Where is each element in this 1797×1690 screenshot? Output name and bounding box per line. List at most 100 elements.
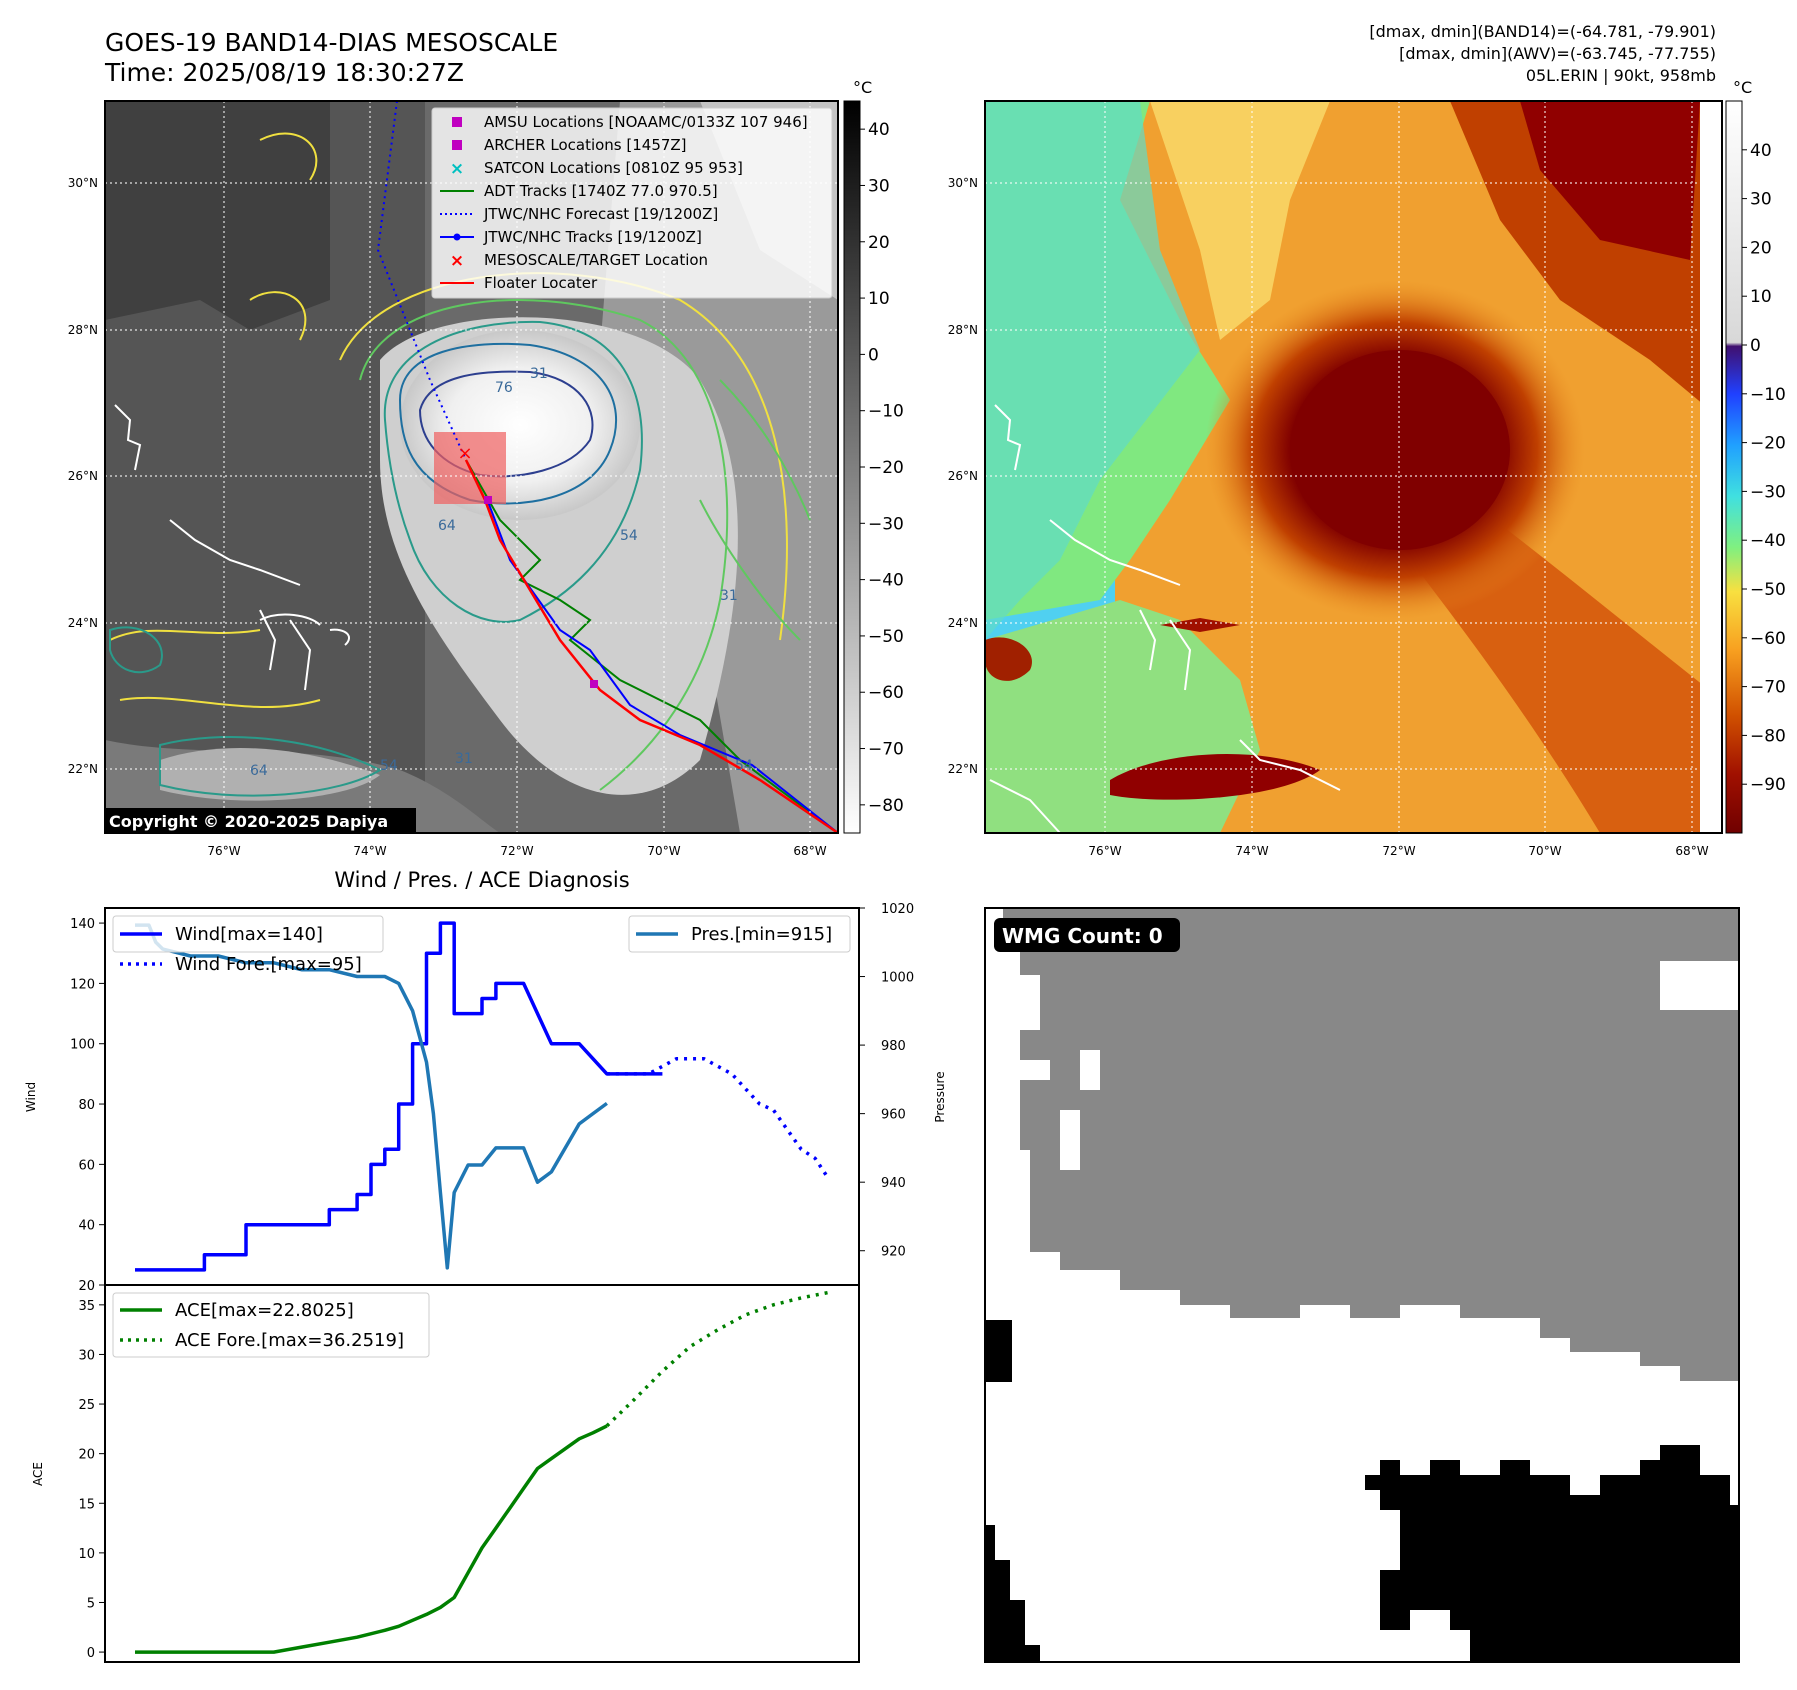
pressure-tick-label: 960 xyxy=(881,1108,906,1123)
lat-label: 28°N xyxy=(948,323,978,337)
ace-chart: 0 5 10 15 20 25 30 35 ACE ACE[max=22.8025] ACE … xyxy=(31,1284,860,1663)
color-colorbar-unit: °C xyxy=(1733,78,1752,97)
colorbar-tick-label: 20 xyxy=(1750,238,1772,258)
legend-entry-label: AMSU Locations [NOAAMC/0133Z 107 946] xyxy=(484,113,808,131)
colorbar-tick-label: 20 xyxy=(868,233,890,253)
wind-tick-label: 120 xyxy=(70,977,95,992)
ace-tick-label: 25 xyxy=(78,1398,95,1413)
ace-tick-label: 30 xyxy=(78,1348,95,1363)
legend-ace-forecast: ACE Fore.[max=36.2519] xyxy=(175,1330,404,1351)
ir-color-imagery xyxy=(985,101,1722,833)
contour-label: 76 xyxy=(495,380,513,396)
legend-wind-forecast: Wind Fore.[max=95] xyxy=(175,954,362,975)
contour-label: 31 xyxy=(720,588,738,604)
lat-label: 24°N xyxy=(68,616,98,630)
wind-tick-label: 20 xyxy=(78,1279,95,1294)
wind-tick-label: 140 xyxy=(70,917,95,932)
pressure-axis-label: Pressure xyxy=(933,1071,947,1122)
legend-marker-x: × xyxy=(450,159,464,179)
ace-tick-label: 35 xyxy=(78,1299,95,1314)
wind-legend: Wind[max=140] Wind Fore.[max=95] xyxy=(112,915,384,975)
ace-tick-label: 20 xyxy=(78,1448,95,1463)
legend-marker-dot xyxy=(453,233,461,241)
wind-forecast-line xyxy=(606,1057,831,1181)
lat-label: 28°N xyxy=(68,323,98,337)
colorbar-tick-label: 30 xyxy=(868,176,890,196)
colorbar-tick-label: −60 xyxy=(868,683,904,703)
gray-colorbar: °C 40 30 20 10 0 −10 −20 −30 −40 −50 −60 −70 −80 xyxy=(843,78,904,834)
pressure-line xyxy=(135,923,608,1270)
ace-tick-label: 5 xyxy=(87,1596,95,1611)
ace-line xyxy=(135,1424,608,1654)
color-colorbar: °C 40 30 20 10 0 −10 −20 −30 −40 −50 −60 −70 −80 −90 xyxy=(1725,78,1786,834)
colorbar-tick-label: 10 xyxy=(868,289,890,309)
legend-marker-square xyxy=(452,140,462,150)
contour-label: 64 xyxy=(438,518,456,534)
gray-colorbar-unit: °C xyxy=(853,78,872,97)
lon-label: 76°W xyxy=(1088,844,1121,858)
pressure-tick-label: 980 xyxy=(881,1039,906,1054)
wmg-panel: WMG Count: 0 xyxy=(984,907,1740,1663)
lat-label: 30°N xyxy=(68,176,98,190)
colorbar-tick-label: −80 xyxy=(1750,726,1786,746)
target-marker: × xyxy=(457,443,472,464)
ir-gray-map: × 76 64 54 31 64 xyxy=(68,100,839,858)
legend-pressure: Pres.[min=915] xyxy=(691,924,832,945)
legend-marker-square xyxy=(452,117,462,127)
contour-label: 31 xyxy=(530,366,548,382)
colorbar-tick-label: −20 xyxy=(868,458,904,478)
legend-entry-label: JTWC/NHC Forecast [19/1200Z] xyxy=(483,205,718,223)
colorbar-tick-label: 40 xyxy=(868,120,890,140)
colorbar-tick-label: −10 xyxy=(1750,385,1786,405)
ace-forecast-line xyxy=(605,1290,830,1428)
colorbar-tick-label: 0 xyxy=(1750,336,1761,356)
colorbar-tick-label: 10 xyxy=(1750,287,1772,307)
wind-tick-label: 60 xyxy=(78,1158,95,1173)
contour-label: 31 xyxy=(455,751,473,767)
legend-marker-x: × xyxy=(450,251,464,271)
stats-band14: [dmax, dmin](BAND14)=(-64.781, -79.901) xyxy=(1369,22,1716,41)
contour-label: 54 xyxy=(620,528,638,544)
legend-entry-label: MESOSCALE/TARGET Location xyxy=(484,251,708,269)
lon-label: 72°W xyxy=(500,844,533,858)
ace-tick-label: 15 xyxy=(78,1497,95,1512)
legend-entry-label: Floater Locater xyxy=(484,274,598,292)
lon-label: 74°W xyxy=(1235,844,1268,858)
colorbar-tick-label: −30 xyxy=(868,514,904,534)
map-legend: AMSU Locations [NOAAMC/0133Z 107 946] ARC… xyxy=(431,107,833,299)
legend-entry-label: ARCHER Locations [1457Z] xyxy=(484,136,687,154)
legend-entry-label: ADT Tracks [1740Z 77.0 970.5] xyxy=(484,182,718,200)
contour-label: 54 xyxy=(735,758,753,774)
legend-ace: ACE[max=22.8025] xyxy=(175,1300,354,1321)
colorbar-tick-label: −30 xyxy=(1750,482,1786,502)
contour-label: 54 xyxy=(380,758,398,774)
copyright-label: Copyright © 2020-2025 Dapiya xyxy=(109,812,388,831)
lat-label: 26°N xyxy=(948,469,978,483)
lon-label: 68°W xyxy=(1675,844,1708,858)
wind-tick-label: 100 xyxy=(70,1038,95,1053)
lat-label: 26°N xyxy=(68,469,98,483)
pressure-tick-label: 1020 xyxy=(881,902,914,917)
lat-label: 30°N xyxy=(948,176,978,190)
colorbar-tick-label: −90 xyxy=(1750,775,1786,795)
wind-pressure-chart: 20 40 60 80 100 120 140 920 940 960 980 1000 1020 Wi… xyxy=(24,902,947,1294)
stats-awv: [dmax, dmin](AWV)=(-63.745, -77.755) xyxy=(1399,44,1716,63)
lon-label: 74°W xyxy=(353,844,386,858)
lon-label: 70°W xyxy=(1528,844,1561,858)
colorbar-tick-label: −40 xyxy=(868,571,904,591)
ace-tick-label: 0 xyxy=(87,1646,95,1661)
legend-entry-label: JTWC/NHC Tracks [19/1200Z] xyxy=(483,228,702,246)
ace-legend: ACE[max=22.8025] ACE Fore.[max=36.2519] xyxy=(112,1292,430,1358)
colorbar-tick-label: −10 xyxy=(868,402,904,422)
lat-label: 22°N xyxy=(68,762,98,776)
ir-color-map: 30°N 28°N 26°N 24°N 22°N 76°W 74°W 72°W … xyxy=(948,100,1723,858)
colorbar-tick-label: −20 xyxy=(1750,434,1786,454)
ace-axis-label: ACE xyxy=(31,1462,45,1486)
contour-label: 64 xyxy=(250,763,268,779)
lat-label: 24°N xyxy=(948,616,978,630)
lon-label: 70°W xyxy=(647,844,680,858)
colorbar-tick-label: −80 xyxy=(868,796,904,816)
colorbar-tick-label: 40 xyxy=(1750,141,1772,161)
figure-time: Time: 2025/08/19 18:30:27Z xyxy=(104,58,464,87)
